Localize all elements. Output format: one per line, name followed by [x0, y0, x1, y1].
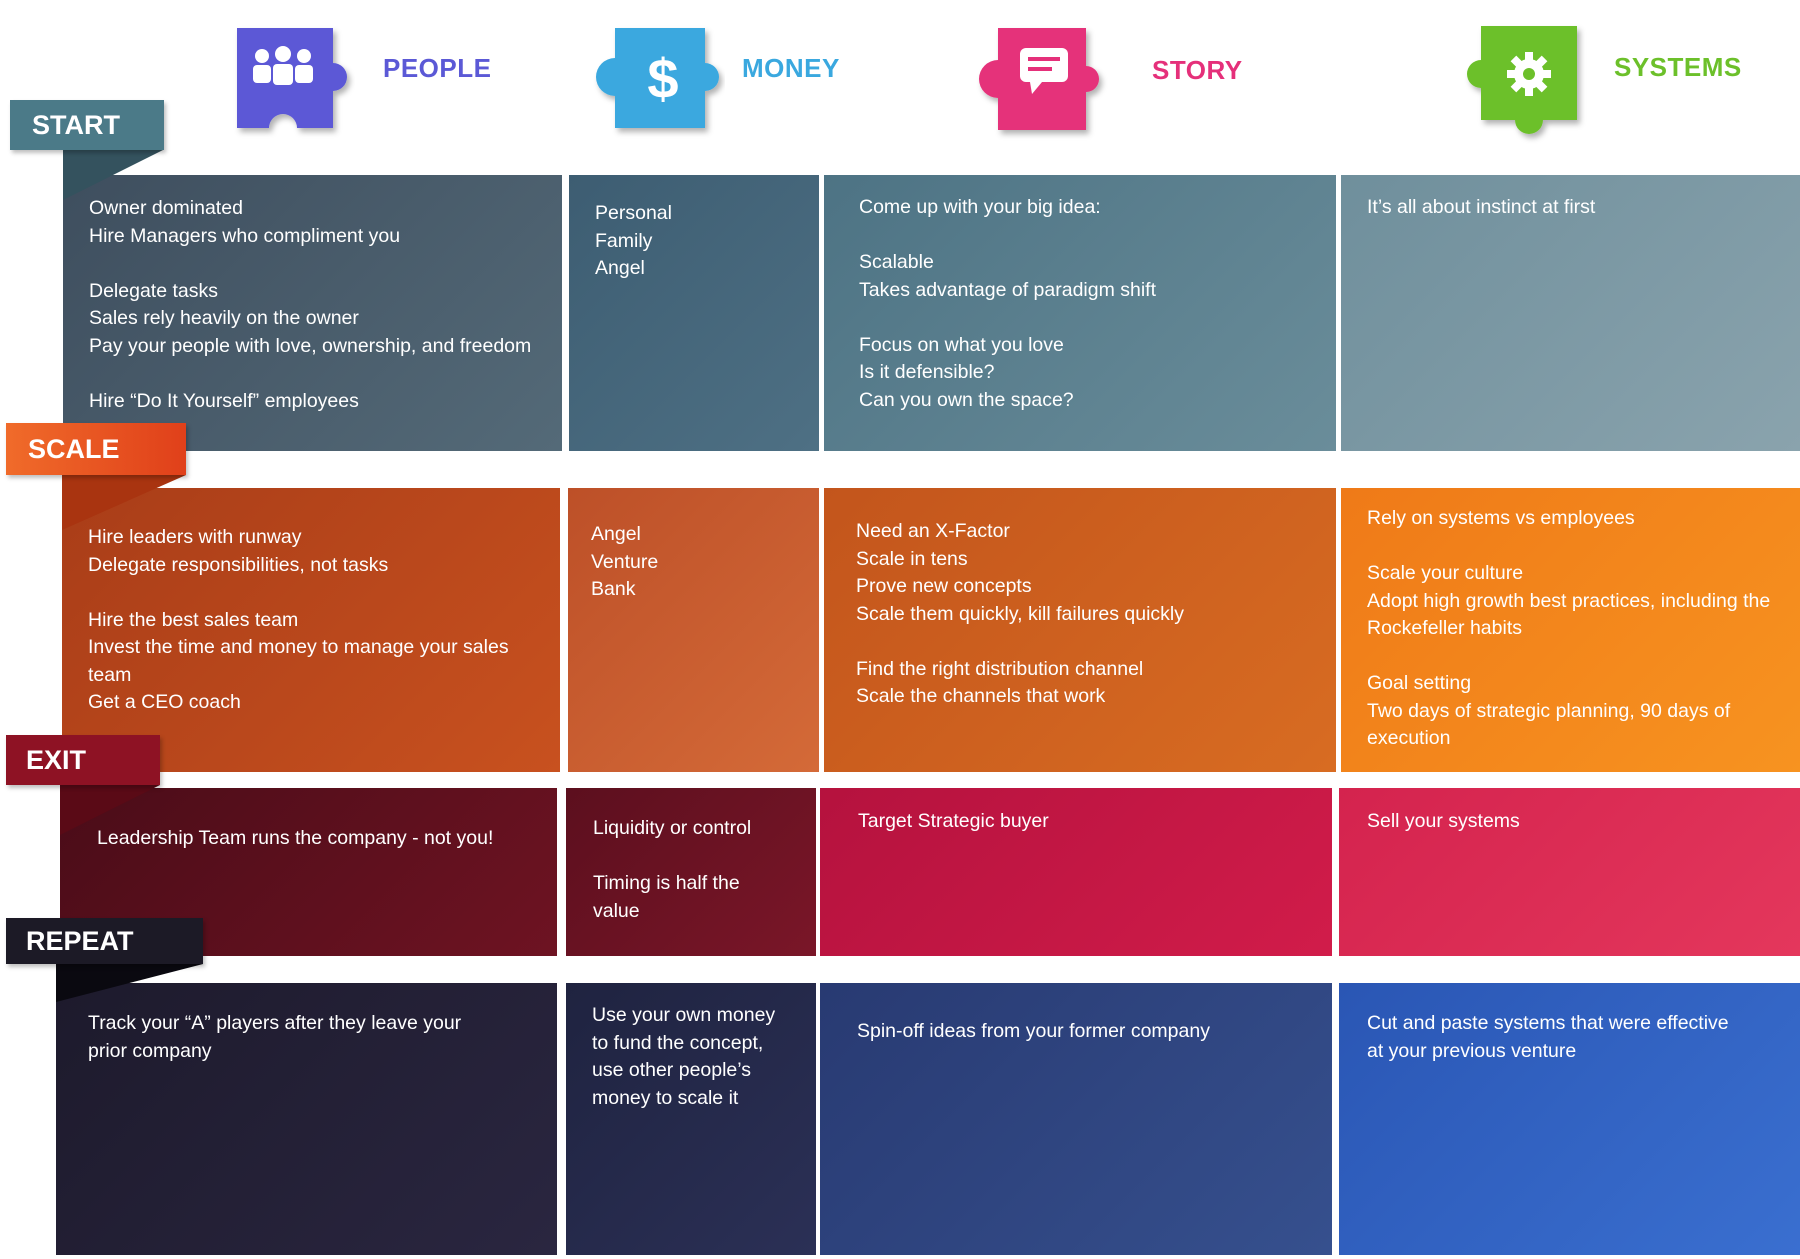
cell-start-story: Come up with your big idea: Scalable Tak… [824, 175, 1336, 451]
cell-line: Prove new concepts [856, 575, 1032, 597]
cell-line: Focus on what you love [859, 333, 1064, 356]
stage-label-exit: EXIT [6, 735, 160, 785]
cell-line: Hire “Do It Yourself” employees [89, 389, 359, 412]
cell-line [1367, 643, 1774, 671]
cell-line: Delegate tasks [89, 279, 218, 302]
cell-exit-story: Target Strategic buyer [820, 788, 1332, 956]
cell-line: Rely on systems vs employees [1367, 507, 1635, 529]
cell-repeat-people: Track your “A” players after they leave … [56, 983, 557, 1255]
cell-line: Adopt high growth best practices, includ… [1367, 589, 1771, 612]
cell-line [856, 628, 1310, 656]
cell-line: to fund the concept, [592, 1031, 764, 1054]
cell-line: team [88, 663, 132, 686]
column-title-people: PEOPLE [383, 53, 492, 83]
cell-line: Owner dominated [89, 197, 243, 219]
cell-line: Two days of strategic planning, 90 days … [1367, 699, 1731, 722]
cell-line: Scale them quickly, kill failures quickl… [856, 602, 1185, 625]
cell-scale-systems: Rely on systems vs employees Scale your … [1341, 488, 1800, 772]
stage-fold-repeat [56, 964, 203, 1002]
cell-line: execution [1367, 727, 1451, 749]
column-title-systems: SYSTEMS [1614, 52, 1742, 82]
cell-line [859, 222, 1310, 250]
cell-line: Can you own the space? [859, 388, 1074, 411]
cell-start-money: Personal Family Angel [569, 175, 819, 451]
cell-line: Sell your systems [1367, 810, 1520, 832]
cell-line: Pay your people with love, ownership, an… [89, 334, 532, 357]
cell-line: Takes advantage of paradigm shift [859, 278, 1157, 301]
cell-line: Cut and paste systems that were effectiv… [1367, 1012, 1729, 1034]
cell-line: Get a CEO coach [88, 691, 241, 713]
dollar-icon: $ [596, 28, 719, 128]
cell-line: Scale your culture [1367, 562, 1524, 584]
cell-line: Venture [591, 550, 659, 573]
cell-start-systems: It’s all about instinct at first [1341, 175, 1800, 451]
cell-line: Find the right distribution channel [856, 657, 1144, 680]
cell-repeat-systems: Cut and paste systems that were effectiv… [1339, 983, 1800, 1255]
cell-line: Angel [591, 523, 641, 545]
cell-line: Use your own money [592, 1004, 776, 1026]
cell-line: Scale in tens [856, 547, 968, 570]
cell-line [1367, 533, 1774, 561]
column-header-row: PEOPLE $ MONEY STORY [0, 0, 1800, 170]
cell-line: Leadership Team runs the company - not y… [97, 827, 494, 849]
stage-fold-exit [60, 785, 160, 835]
cell-line [593, 843, 790, 871]
stage-fold-scale [62, 475, 186, 530]
cell-line: prior company [88, 1039, 212, 1062]
cell-line: Invest the time and money to manage your… [88, 636, 509, 658]
column-header-systems: SYSTEMS [1455, 0, 1775, 160]
svg-text:$: $ [647, 47, 678, 110]
cell-line: Need an X-Factor [856, 520, 1010, 542]
stage-label-scale: SCALE [6, 423, 186, 475]
cell-repeat-money: Use your own money to fund the concept, … [566, 983, 816, 1255]
cell-line [89, 360, 536, 388]
cell-line [859, 304, 1310, 332]
cell-repeat-story: Spin-off ideas from your former company [820, 983, 1332, 1255]
cell-line: Sales rely heavily on the owner [89, 307, 359, 329]
stage-label-start: START [10, 100, 164, 150]
cell-line: Track your “A” players after they leave … [88, 1012, 462, 1034]
cell-line: Rockefeller habits [1367, 617, 1522, 639]
cell-line: Personal [595, 202, 672, 224]
cell-line: Spin-off ideas from your former company [857, 1020, 1210, 1042]
cell-line: money to scale it [592, 1086, 739, 1109]
cell-line: Hire Managers who compliment you [89, 224, 401, 247]
column-header-people: PEOPLE [225, 0, 515, 160]
cell-line: It’s all about instinct at first [1367, 196, 1596, 218]
cell-line: Scale the channels that work [856, 685, 1106, 707]
cell-start-people: Owner dominated Hire Managers who compli… [63, 175, 562, 451]
column-title-money: MONEY [742, 53, 840, 83]
cell-line: Hire the best sales team [88, 608, 299, 631]
stage-label-repeat: REPEAT [6, 918, 203, 964]
cell-line: Is it defensible? [859, 361, 995, 383]
cell-line [88, 579, 534, 607]
cell-line [89, 250, 536, 278]
cell-scale-money: Angel Venture Bank [568, 488, 819, 772]
cell-line: Come up with your big idea: [859, 196, 1101, 218]
cell-line: Bank [591, 578, 636, 600]
cell-line: Timing is half the value [593, 872, 740, 922]
cell-exit-money: Liquidity or control Timing is half the … [566, 788, 816, 956]
cell-line: Delegate responsibilities, not tasks [88, 553, 389, 576]
column-header-story: STORY [960, 0, 1250, 160]
cell-line: Hire leaders with runway [88, 526, 302, 548]
cell-line: Liquidity or control [593, 817, 752, 839]
cell-line: Scalable [859, 251, 934, 273]
cell-line: Angel [595, 257, 645, 279]
stage-fold-start [63, 150, 163, 200]
cell-line: Target Strategic buyer [858, 810, 1049, 832]
column-header-money: $ MONEY [585, 0, 845, 160]
gear-icon [1467, 26, 1577, 134]
cell-line: Goal setting [1367, 672, 1472, 694]
speech-bubble-icon [979, 28, 1099, 130]
cell-scale-story: Need an X-Factor Scale in tens Prove new… [824, 488, 1336, 772]
cell-scale-people: Hire leaders with runway Delegate respon… [62, 488, 560, 772]
cell-line: use other people’s [592, 1059, 752, 1081]
cell-exit-people: Leadership Team runs the company - not y… [60, 788, 557, 956]
cell-exit-systems: Sell your systems [1339, 788, 1800, 956]
people-icon [237, 28, 347, 128]
column-title-story: STORY [1152, 55, 1243, 85]
cell-line: at your previous venture [1367, 1039, 1577, 1062]
cell-line: Family [595, 229, 653, 252]
